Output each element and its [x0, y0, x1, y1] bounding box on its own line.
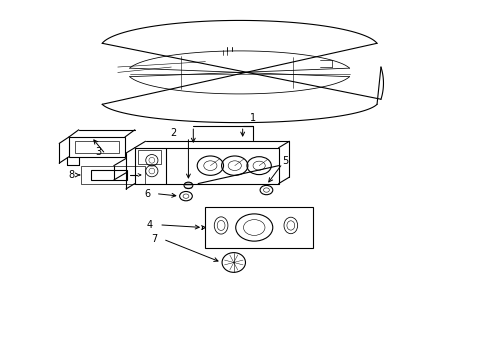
Bar [91, 170, 127, 180]
Text: 3: 3 [95, 147, 101, 157]
Bar [205, 207, 312, 248]
Text: 6: 6 [143, 189, 150, 199]
Text: 1: 1 [250, 113, 256, 123]
Bar [135, 148, 278, 184]
Bar [81, 166, 144, 184]
Bar [69, 137, 125, 157]
Text: 2: 2 [170, 129, 177, 138]
Text: 8: 8 [68, 170, 74, 180]
Text: 5: 5 [282, 156, 288, 166]
Bar [138, 150, 161, 164]
Text: 7: 7 [151, 234, 157, 244]
Bar [75, 140, 119, 153]
Text: 4: 4 [146, 220, 152, 230]
